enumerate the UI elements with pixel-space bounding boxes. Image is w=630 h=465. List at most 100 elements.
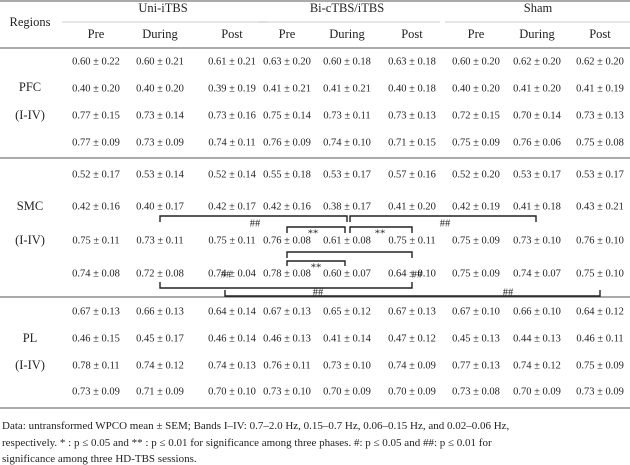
cell: 0.77 ± 0.13 <box>452 360 500 371</box>
bracket <box>349 215 537 222</box>
cell: 0.60 ± 0.20 <box>452 56 500 67</box>
cell: 0.66 ± 0.10 <box>513 306 561 317</box>
cell: 0.40 ± 0.18 <box>388 83 436 94</box>
cell: 0.74 ± 0.10 <box>323 137 371 148</box>
cell: 0.53 ± 0.17 <box>576 169 624 180</box>
significance-mark: ## <box>250 218 261 229</box>
cell: 0.63 ± 0.18 <box>388 56 436 67</box>
cell: 0.53 ± 0.14 <box>136 169 185 180</box>
cell: 0.64 ± 0.14 <box>208 306 257 317</box>
cell: 0.73 ± 0.08 <box>452 386 500 397</box>
cell: 0.73 ± 0.10 <box>263 386 311 397</box>
cell: 0.73 ± 0.11 <box>323 110 370 121</box>
cell: 0.66 ± 0.13 <box>136 306 184 317</box>
cell: 0.75 ± 0.08 <box>576 137 624 148</box>
sub-header: Pre <box>468 27 485 41</box>
cell: 0.42 ± 0.16 <box>72 201 120 212</box>
cell: 0.52 ± 0.14 <box>208 169 257 180</box>
group-header: Uni-iTBS <box>138 1 187 15</box>
bracket <box>159 215 348 222</box>
bracket <box>349 226 413 233</box>
significance-mark: ** <box>311 262 322 273</box>
cell: 0.60 ± 0.22 <box>72 56 120 67</box>
cell: 0.46 ± 0.13 <box>263 333 311 344</box>
cell: 0.76 ± 0.11 <box>263 360 310 371</box>
cell: 0.40 ± 0.20 <box>136 83 184 94</box>
cell: 0.41 ± 0.14 <box>323 333 372 344</box>
group-header: Bi-cTBS/iTBS <box>310 1 384 15</box>
cell: 0.65 ± 0.12 <box>323 306 371 317</box>
cell: 0.73 ± 0.16 <box>208 110 256 121</box>
cell: 0.41 ± 0.19 <box>576 83 624 94</box>
cell: 0.76 ± 0.09 <box>263 137 311 148</box>
cell: 0.75 ± 0.11 <box>388 235 435 246</box>
cell: 0.45 ± 0.17 <box>136 333 184 344</box>
region-name: PFC <box>19 80 41 94</box>
cell: 0.73 ± 0.09 <box>136 137 184 148</box>
cell: 0.78 ± 0.08 <box>263 268 311 279</box>
cell: 0.78 ± 0.11 <box>72 360 119 371</box>
sub-header: Pre <box>88 27 105 41</box>
cell: 0.67 ± 0.13 <box>388 306 436 317</box>
region-name: SMC <box>17 199 43 213</box>
cell: 0.75 ± 0.10 <box>576 268 624 279</box>
sub-header: During <box>519 27 555 41</box>
cell: 0.74 ± 0.11 <box>208 137 255 148</box>
cell: 0.76 ± 0.08 <box>263 235 311 246</box>
cell: 0.60 ± 0.07 <box>323 268 371 279</box>
cell: 0.38 ± 0.17 <box>323 201 371 212</box>
cell: 0.73 ± 0.10 <box>323 360 371 371</box>
cell: 0.46 ± 0.15 <box>72 333 120 344</box>
region-range: (I-IV) <box>15 108 45 122</box>
cell: 0.74 ± 0.12 <box>136 360 184 371</box>
cell: 0.42 ± 0.17 <box>208 201 256 212</box>
cell: 0.60 ± 0.21 <box>136 56 184 67</box>
cell: 0.73 ± 0.09 <box>576 386 624 397</box>
brackets <box>159 215 601 297</box>
cell: 0.74 ± 0.09 <box>388 360 436 371</box>
cell: 0.73 ± 0.09 <box>72 386 120 397</box>
cell: 0.70 ± 0.10 <box>208 386 256 397</box>
cell: 0.41 ± 0.21 <box>323 83 371 94</box>
significance-mark: ** <box>375 228 386 239</box>
cell: 0.57 ± 0.16 <box>388 169 436 180</box>
cell: 0.74 ± 0.07 <box>513 268 561 279</box>
cell: 0.53 ± 0.17 <box>323 169 371 180</box>
significance-mark: ## <box>313 287 324 298</box>
bracket <box>286 251 413 258</box>
bracket <box>286 226 346 233</box>
cell: 0.40 ± 0.17 <box>136 201 184 212</box>
cell: 0.41 ± 0.20 <box>513 83 561 94</box>
cell: 0.62 ± 0.20 <box>576 56 624 67</box>
footnote: Data: untransformed WPCO mean ± SEM; Ban… <box>2 418 628 465</box>
group-header: Sham <box>524 1 553 15</box>
significance-mark: ## <box>440 218 451 229</box>
cell: 0.43 ± 0.21 <box>576 201 624 212</box>
cell: 0.61 ± 0.08 <box>323 235 371 246</box>
cell: 0.42 ± 0.19 <box>452 201 500 212</box>
cell: 0.52 ± 0.17 <box>72 169 120 180</box>
cell: 0.75 ± 0.09 <box>576 360 624 371</box>
cell: 0.45 ± 0.13 <box>452 333 500 344</box>
cell: 0.74 ± 0.04 <box>208 268 257 279</box>
sub-header: During <box>142 27 178 41</box>
sub-header: Post <box>401 27 423 41</box>
significance-mark: ## <box>503 287 514 298</box>
cell: 0.73 ± 0.10 <box>513 235 561 246</box>
cell: 0.52 ± 0.20 <box>452 169 500 180</box>
cell: 0.73 ± 0.11 <box>136 235 183 246</box>
sub-header: During <box>329 27 365 41</box>
cell: 0.62 ± 0.20 <box>513 56 561 67</box>
cell: 0.70 ± 0.09 <box>388 386 436 397</box>
significance-mark: ## <box>221 269 232 280</box>
cell: 0.67 ± 0.13 <box>72 306 120 317</box>
cell: 0.75 ± 0.09 <box>452 235 500 246</box>
cell: 0.44 ± 0.13 <box>513 333 561 344</box>
corner-header: Regions <box>10 15 51 29</box>
cell: 0.71 ± 0.09 <box>136 386 184 397</box>
cell: 0.39 ± 0.19 <box>208 83 256 94</box>
sub-header: Post <box>589 27 611 41</box>
sub-header: Pre <box>279 27 296 41</box>
cell: 0.77 ± 0.15 <box>72 110 120 121</box>
